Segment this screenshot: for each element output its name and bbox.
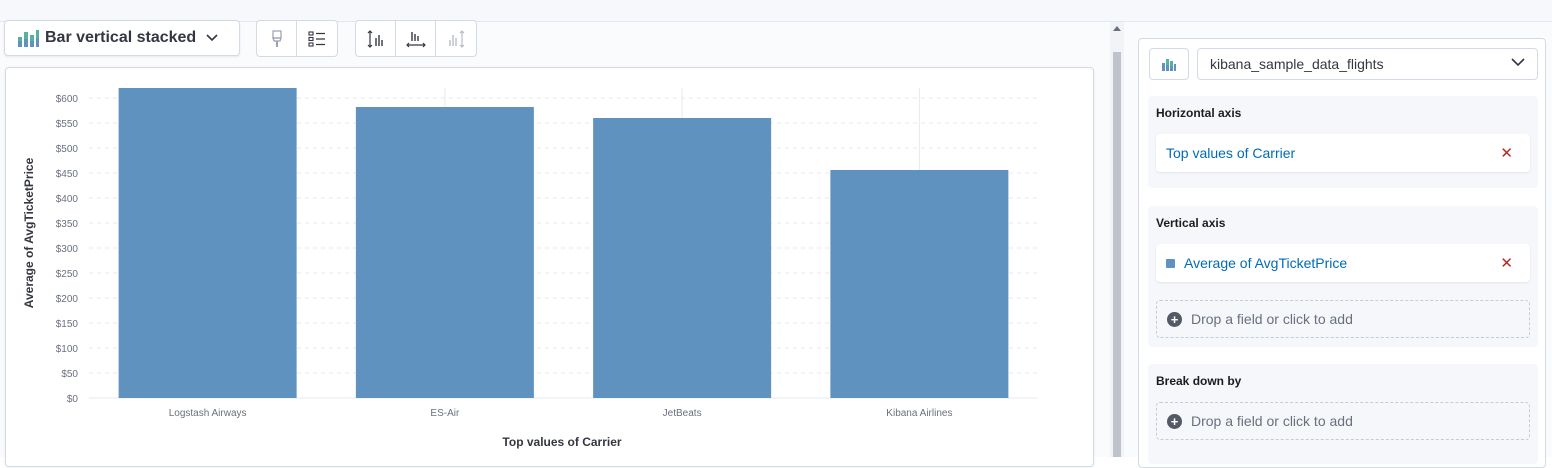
bar-chart: $0 $50 $100 $150 $200 $250 $300 $350 $400 $450 $50…	[22, 88, 1038, 449]
x-tick-label: JetBeats	[663, 408, 702, 419]
y-tick-label: $600	[56, 94, 79, 105]
bar-logstash-airways[interactable]	[118, 88, 297, 398]
vertical-axis-drop-zone[interactable]: + Drop a field or click to add	[1156, 300, 1530, 338]
bar-jetbeats[interactable]	[593, 118, 772, 398]
x-tick-label: Logstash Airways	[169, 408, 247, 419]
chevron-down-icon	[1511, 58, 1525, 67]
bar-kibana-airlines[interactable]	[830, 170, 1009, 398]
top-bar	[0, 0, 1552, 22]
plus-circle-icon: +	[1167, 413, 1182, 429]
remove-dimension-icon[interactable]: ✕	[1500, 255, 1513, 272]
toolbar-group-appearance	[256, 20, 338, 57]
layer-panel: kibana_sample_data_flights Horizontal ax…	[1138, 38, 1546, 468]
vertical-axis-dimension[interactable]: Average of AvgTicketPrice ✕	[1156, 244, 1530, 282]
y-tick-label: $150	[56, 319, 79, 330]
x-tick-label: Kibana Airlines	[886, 408, 952, 419]
bottom-axis-icon	[405, 31, 426, 47]
y-tick-label: $550	[56, 119, 79, 130]
plus-circle-icon: +	[1167, 311, 1182, 327]
left-axis-button[interactable]	[356, 21, 396, 56]
y-tick-label: $0	[67, 394, 79, 405]
y-tick-label: $500	[56, 144, 79, 155]
x-axis-label: Top values of Carrier	[502, 435, 621, 449]
left-axis-icon	[367, 29, 383, 48]
y-tick-label: $250	[56, 269, 79, 280]
y-tick-label: $300	[56, 244, 79, 255]
chart-type-icon	[1162, 59, 1176, 71]
config-sidebar: kibana_sample_data_flights Horizontal ax…	[1124, 22, 1552, 468]
vertical-axis-section: Vertical axis Average of AvgTicketPrice …	[1148, 206, 1538, 347]
y-tick-label: $400	[56, 194, 79, 205]
remove-dimension-icon[interactable]: ✕	[1500, 145, 1513, 162]
paint-brush-icon	[271, 29, 282, 47]
horizontal-axis-dimension[interactable]: Top values of Carrier ✕	[1156, 134, 1530, 172]
paint-brush-button[interactable]	[257, 21, 297, 56]
break-down-by-title: Break down by	[1156, 374, 1242, 388]
y-axis-label: Average of AvgTicketPrice	[22, 157, 36, 308]
chart-panel: $0 $50 $100 $150 $200 $250 $300 $350 $400 $450 $50…	[5, 67, 1094, 467]
chart-type-switcher[interactable]: Bar vertical stacked	[4, 20, 240, 56]
scroll-up-arrow-icon[interactable]	[1113, 26, 1121, 31]
layer-chart-type-button[interactable]	[1149, 48, 1189, 80]
y-tick-label: $450	[56, 169, 79, 180]
toolbar-group-axes	[355, 20, 477, 57]
vertical-axis-drop-label: Drop a field or click to add	[1191, 311, 1353, 327]
horizontal-axis-title: Horizontal axis	[1156, 106, 1242, 120]
horizontal-axis-section: Horizontal axis Top values of Carrier ✕	[1148, 96, 1538, 188]
datasource-select[interactable]: kibana_sample_data_flights	[1197, 48, 1538, 80]
break-down-by-section: Break down by + Drop a field or click to…	[1148, 364, 1538, 464]
break-down-by-drop-zone[interactable]: + Drop a field or click to add	[1156, 402, 1530, 440]
chevron-down-icon	[206, 34, 218, 42]
y-tick-label: $200	[56, 294, 79, 305]
y-tick-label: $50	[61, 369, 78, 380]
bar-es-air[interactable]	[355, 107, 534, 398]
x-tick-label: ES-Air	[430, 408, 460, 419]
horizontal-axis-dimension-label: Top values of Carrier	[1166, 145, 1296, 161]
vertical-axis-dimension-label: Average of AvgTicketPrice	[1184, 255, 1348, 271]
right-axis-button[interactable]	[436, 21, 476, 56]
vertical-axis-title: Vertical axis	[1156, 216, 1226, 230]
bottom-axis-button[interactable]	[396, 21, 436, 56]
bar-vertical-stacked-icon	[18, 30, 39, 47]
break-down-by-drop-label: Drop a field or click to add	[1191, 413, 1353, 429]
legend-button[interactable]	[297, 21, 337, 56]
right-axis-icon	[449, 29, 465, 48]
y-tick-label: $100	[56, 344, 79, 355]
legend-list-icon	[308, 30, 325, 47]
scrollbar-thumb[interactable]	[1113, 52, 1121, 457]
series-color-swatch	[1166, 258, 1175, 268]
datasource-value: kibana_sample_data_flights	[1210, 56, 1384, 72]
y-tick-label: $350	[56, 219, 79, 230]
chart-type-label: Bar vertical stacked	[45, 29, 197, 46]
